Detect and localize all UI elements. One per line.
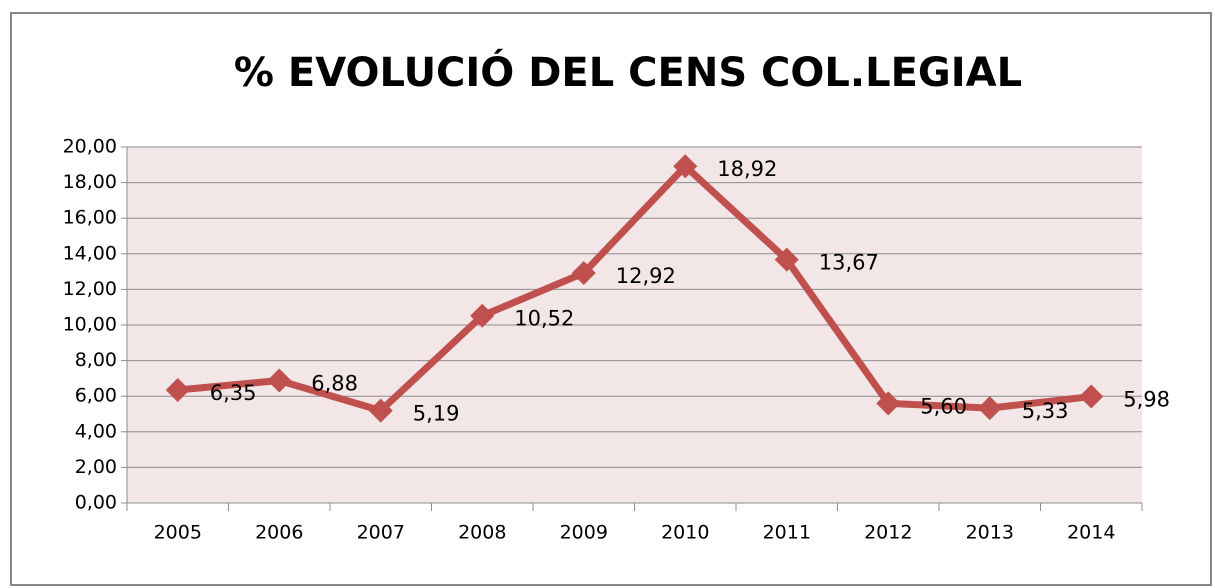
data-marker	[267, 368, 292, 393]
data-label: 12,92	[616, 264, 676, 288]
x-tick-label: 2010	[661, 522, 709, 544]
y-tick-label: 20,00	[63, 136, 117, 158]
x-tick-label: 2009	[560, 522, 608, 544]
x-tick-label: 2005	[154, 522, 202, 544]
chart-title: % EVOLUCIÓ DEL CENS COL.LEGIAL	[234, 48, 1022, 96]
data-marker	[165, 377, 190, 402]
y-tick-label: 6,00	[75, 385, 117, 407]
y-tick-label: 18,00	[63, 171, 117, 193]
data-label: 6,88	[311, 372, 358, 396]
data-marker	[673, 154, 698, 179]
data-label: 10,52	[514, 307, 574, 331]
x-tick-label: 2006	[255, 522, 303, 544]
data-label: 13,67	[819, 251, 879, 275]
x-tick-label: 2012	[864, 522, 912, 544]
data-marker	[977, 396, 1002, 421]
y-tick-label: 8,00	[75, 349, 117, 371]
y-tick-label: 2,00	[75, 456, 117, 478]
data-marker	[368, 398, 393, 423]
x-tick-label: 2013	[966, 522, 1014, 544]
x-tick-label: 2014	[1067, 522, 1115, 544]
data-marker	[876, 391, 901, 416]
y-tick-label: 16,00	[63, 207, 117, 229]
x-tick-label: 2007	[357, 522, 405, 544]
x-tick-label: 2008	[458, 522, 506, 544]
data-label: 5,19	[413, 402, 460, 426]
data-label: 5,98	[1123, 388, 1170, 412]
y-tick-label: 0,00	[75, 492, 117, 514]
data-marker	[470, 303, 495, 328]
data-label: 5,33	[1022, 399, 1069, 423]
data-marker	[1079, 384, 1104, 409]
y-tick-label: 4,00	[75, 420, 117, 442]
data-label: 6,35	[210, 381, 257, 405]
y-tick-label: 10,00	[63, 314, 117, 336]
data-label: 5,60	[920, 394, 967, 418]
data-marker	[774, 247, 799, 272]
x-tick-label: 2011	[763, 522, 811, 544]
data-label: 18,92	[717, 157, 777, 181]
y-tick-label: 12,00	[63, 278, 117, 300]
y-tick-label: 14,00	[63, 242, 117, 264]
data-marker	[571, 261, 596, 286]
data-line	[177, 162, 1092, 415]
